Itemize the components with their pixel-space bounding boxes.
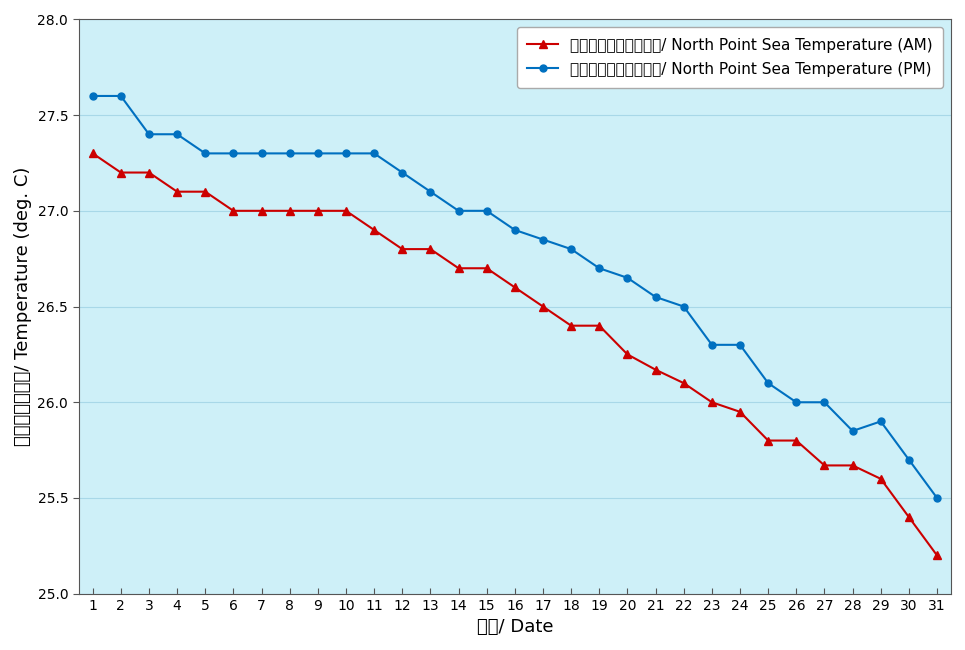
北角海水溫度（上午）/ North Point Sea Temperature (AM) (256, 207, 267, 215)
北角海水溫度（下午）/ North Point Sea Temperature (PM) (481, 207, 492, 215)
北角海水溫度（下午）/ North Point Sea Temperature (PM) (510, 226, 521, 234)
北角海水溫度（下午）/ North Point Sea Temperature (PM) (172, 131, 183, 138)
Legend: 北角海水溫度（上午）/ North Point Sea Temperature (AM), 北角海水溫度（下午）/ North Point Sea Temper: 北角海水溫度（上午）/ North Point Sea Temperature … (516, 27, 944, 88)
北角海水溫度（下午）/ North Point Sea Temperature (PM) (425, 188, 436, 196)
北角海水溫度（上午）/ North Point Sea Temperature (AM) (565, 322, 577, 330)
北角海水溫度（上午）/ North Point Sea Temperature (AM) (115, 168, 126, 176)
北角海水溫度（下午）/ North Point Sea Temperature (PM) (228, 150, 239, 157)
北角海水溫度（下午）/ North Point Sea Temperature (PM) (903, 456, 915, 463)
北角海水溫度（下午）/ North Point Sea Temperature (PM) (678, 303, 690, 311)
Line: 北角海水溫度（下午）/ North Point Sea Temperature (PM): 北角海水溫度（下午）/ North Point Sea Temperature … (89, 92, 941, 501)
北角海水溫度（上午）/ North Point Sea Temperature (AM) (931, 551, 943, 559)
北角海水溫度（上午）/ North Point Sea Temperature (AM) (706, 398, 718, 406)
Y-axis label: 溫度（攝氏度）/ Temperature (deg. C): 溫度（攝氏度）/ Temperature (deg. C) (14, 167, 32, 447)
北角海水溫度（上午）/ North Point Sea Temperature (AM) (369, 226, 380, 234)
北角海水溫度（下午）/ North Point Sea Temperature (PM) (341, 150, 352, 157)
北角海水溫度（上午）/ North Point Sea Temperature (AM) (538, 303, 549, 311)
北角海水溫度（下午）/ North Point Sea Temperature (PM) (875, 417, 887, 425)
Line: 北角海水溫度（上午）/ North Point Sea Temperature (AM): 北角海水溫度（上午）/ North Point Sea Temperature … (89, 150, 941, 560)
北角海水溫度（上午）/ North Point Sea Temperature (AM) (228, 207, 239, 215)
北角海水溫度（下午）/ North Point Sea Temperature (PM) (931, 494, 943, 502)
北角海水溫度（上午）/ North Point Sea Temperature (AM) (172, 188, 183, 196)
北角海水溫度（上午）/ North Point Sea Temperature (AM) (875, 475, 887, 483)
北角海水溫度（下午）/ North Point Sea Temperature (PM) (621, 274, 633, 281)
北角海水溫度（上午）/ North Point Sea Temperature (AM) (621, 350, 633, 358)
北角海水溫度（下午）/ North Point Sea Temperature (PM) (734, 341, 746, 349)
北角海水溫度（上午）/ North Point Sea Temperature (AM) (425, 245, 436, 253)
北角海水溫度（上午）/ North Point Sea Temperature (AM) (847, 462, 859, 469)
北角海水溫度（上午）/ North Point Sea Temperature (AM) (593, 322, 605, 330)
北角海水溫度（下午）/ North Point Sea Temperature (PM) (453, 207, 464, 215)
北角海水溫度（上午）/ North Point Sea Temperature (AM) (87, 150, 98, 157)
北角海水溫度（上午）/ North Point Sea Temperature (AM) (510, 283, 521, 291)
北角海水溫度（下午）/ North Point Sea Temperature (PM) (706, 341, 718, 349)
北角海水溫度（下午）/ North Point Sea Temperature (PM) (565, 245, 577, 253)
北角海水溫度（上午）/ North Point Sea Temperature (AM) (734, 408, 746, 416)
北角海水溫度（上午）/ North Point Sea Temperature (AM) (453, 265, 464, 272)
北角海水溫度（上午）/ North Point Sea Temperature (AM) (284, 207, 295, 215)
北角海水溫度（上午）/ North Point Sea Temperature (AM) (790, 437, 802, 445)
北角海水溫度（上午）/ North Point Sea Temperature (AM) (143, 168, 154, 176)
北角海水溫度（上午）/ North Point Sea Temperature (AM) (903, 514, 915, 521)
北角海水溫度（上午）/ North Point Sea Temperature (AM) (649, 366, 661, 374)
北角海水溫度（下午）/ North Point Sea Temperature (PM) (538, 236, 549, 244)
北角海水溫度（上午）/ North Point Sea Temperature (AM) (818, 462, 830, 469)
北角海水溫度（下午）/ North Point Sea Temperature (PM) (762, 379, 774, 387)
北角海水溫度（上午）/ North Point Sea Temperature (AM) (678, 379, 690, 387)
北角海水溫度（下午）/ North Point Sea Temperature (PM) (200, 150, 211, 157)
北角海水溫度（下午）/ North Point Sea Temperature (PM) (369, 150, 380, 157)
北角海水溫度（下午）/ North Point Sea Temperature (PM) (397, 168, 408, 176)
北角海水溫度（下午）/ North Point Sea Temperature (PM) (818, 398, 830, 406)
北角海水溫度（下午）/ North Point Sea Temperature (PM) (847, 427, 859, 435)
北角海水溫度（下午）/ North Point Sea Temperature (PM) (143, 131, 154, 138)
北角海水溫度（上午）/ North Point Sea Temperature (AM) (481, 265, 492, 272)
北角海水溫度（上午）/ North Point Sea Temperature (AM) (397, 245, 408, 253)
北角海水溫度（下午）/ North Point Sea Temperature (PM) (649, 293, 661, 301)
北角海水溫度（下午）/ North Point Sea Temperature (PM) (115, 92, 126, 100)
北角海水溫度（下午）/ North Point Sea Temperature (PM) (790, 398, 802, 406)
北角海水溫度（下午）/ North Point Sea Temperature (PM) (256, 150, 267, 157)
北角海水溫度（上午）/ North Point Sea Temperature (AM) (762, 437, 774, 445)
北角海水溫度（下午）/ North Point Sea Temperature (PM) (87, 92, 98, 100)
北角海水溫度（下午）/ North Point Sea Temperature (PM) (284, 150, 295, 157)
北角海水溫度（上午）/ North Point Sea Temperature (AM) (200, 188, 211, 196)
北角海水溫度（上午）/ North Point Sea Temperature (AM) (312, 207, 323, 215)
北角海水溫度（下午）/ North Point Sea Temperature (PM) (312, 150, 323, 157)
北角海水溫度（上午）/ North Point Sea Temperature (AM) (341, 207, 352, 215)
北角海水溫度（下午）/ North Point Sea Temperature (PM) (593, 265, 605, 272)
X-axis label: 日期/ Date: 日期/ Date (477, 618, 553, 636)
